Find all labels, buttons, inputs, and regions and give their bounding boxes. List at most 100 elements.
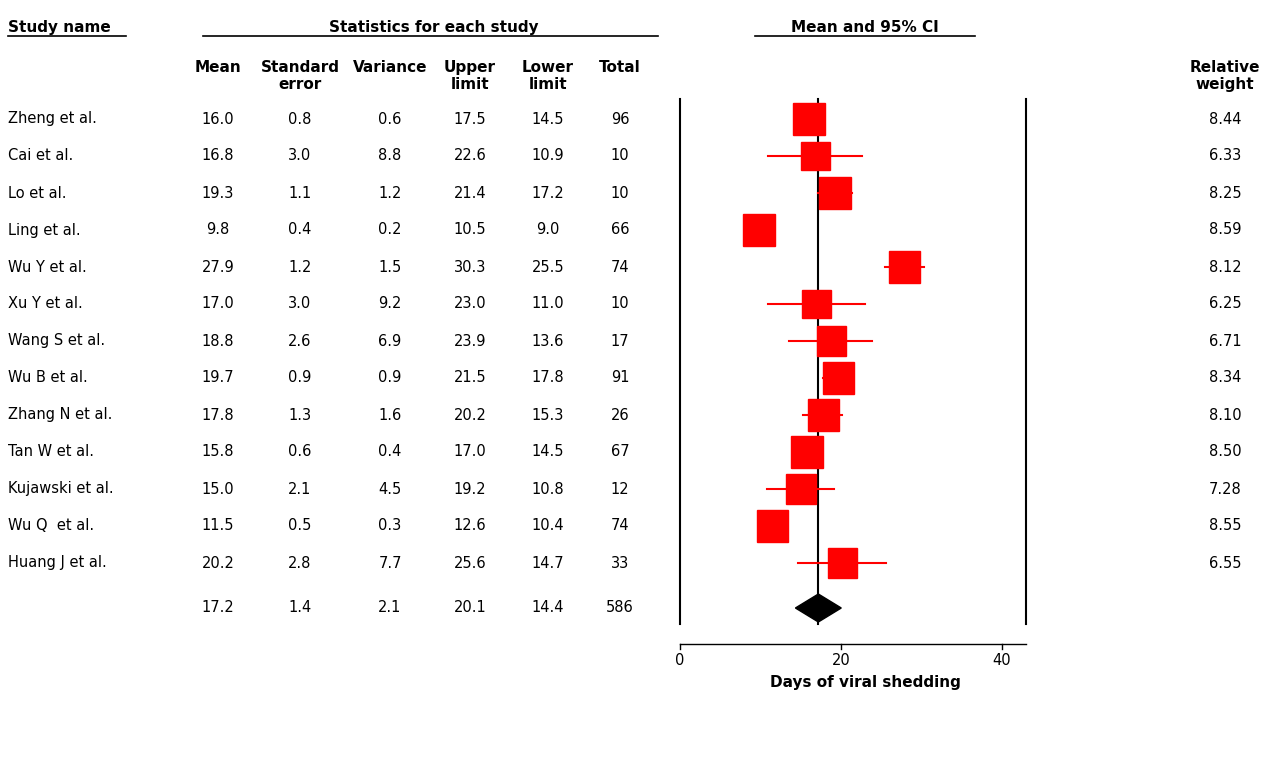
Bar — [786, 474, 815, 504]
Text: Kujawski et al.: Kujawski et al. — [8, 482, 114, 496]
Text: 1.1: 1.1 — [288, 185, 311, 201]
Text: Mean and 95% CI: Mean and 95% CI — [791, 20, 938, 35]
Text: 20.1: 20.1 — [453, 600, 486, 616]
Text: 0.4: 0.4 — [379, 445, 402, 460]
Text: 74: 74 — [611, 518, 630, 534]
Text: 17.8: 17.8 — [202, 407, 234, 423]
Text: 13.6: 13.6 — [531, 334, 564, 349]
Text: 22.6: 22.6 — [453, 148, 486, 163]
Text: 1.6: 1.6 — [379, 407, 402, 423]
Text: 21.5: 21.5 — [453, 371, 486, 385]
Text: 12: 12 — [611, 482, 630, 496]
Text: 8.55: 8.55 — [1208, 518, 1242, 534]
Text: 17.0: 17.0 — [453, 445, 486, 460]
Text: 7.7: 7.7 — [379, 556, 402, 571]
Bar — [808, 399, 838, 431]
Text: 8.8: 8.8 — [379, 148, 402, 163]
Text: 0.5: 0.5 — [288, 518, 312, 534]
Text: 10.8: 10.8 — [531, 482, 564, 496]
Bar — [888, 252, 920, 283]
Polygon shape — [795, 594, 841, 622]
Text: 96: 96 — [611, 112, 630, 126]
Text: 2.1: 2.1 — [379, 600, 402, 616]
Text: 14.5: 14.5 — [531, 445, 564, 460]
Text: 8.50: 8.50 — [1208, 445, 1242, 460]
Text: Days of viral shedding: Days of viral shedding — [769, 675, 960, 690]
Text: 0.8: 0.8 — [288, 112, 312, 126]
Text: 91: 91 — [611, 371, 630, 385]
Text: 10.9: 10.9 — [531, 148, 564, 163]
Text: Wu Y et al.: Wu Y et al. — [8, 259, 87, 274]
Text: Upper
limit: Upper limit — [444, 60, 497, 93]
Text: 8.10: 8.10 — [1208, 407, 1242, 423]
Text: 15.0: 15.0 — [202, 482, 234, 496]
Text: 14.5: 14.5 — [531, 112, 564, 126]
Text: 19.2: 19.2 — [453, 482, 486, 496]
Text: 33: 33 — [611, 556, 630, 571]
Text: 17.8: 17.8 — [531, 371, 564, 385]
Text: 27.9: 27.9 — [202, 259, 234, 274]
Text: 19.3: 19.3 — [202, 185, 234, 201]
Text: 0.4: 0.4 — [288, 223, 312, 237]
Text: 1.5: 1.5 — [379, 259, 402, 274]
Text: 16.0: 16.0 — [202, 112, 234, 126]
Text: 6.33: 6.33 — [1208, 148, 1242, 163]
Text: 6.25: 6.25 — [1208, 296, 1242, 312]
Text: 9.2: 9.2 — [379, 296, 402, 312]
Text: 586: 586 — [607, 600, 634, 616]
Text: Ling et al.: Ling et al. — [8, 223, 81, 237]
Text: 40: 40 — [992, 653, 1011, 668]
Text: 1.4: 1.4 — [288, 600, 311, 616]
Text: 18.8: 18.8 — [202, 334, 234, 349]
Text: 8.25: 8.25 — [1208, 185, 1242, 201]
Text: 0.6: 0.6 — [379, 112, 402, 126]
Text: 10: 10 — [611, 185, 630, 201]
Text: 1.3: 1.3 — [288, 407, 311, 423]
Text: 10: 10 — [611, 296, 630, 312]
Text: 0.3: 0.3 — [379, 518, 402, 534]
Text: 20: 20 — [832, 653, 850, 668]
Text: 4.5: 4.5 — [379, 482, 402, 496]
Text: Study name: Study name — [8, 20, 111, 35]
Text: 10: 10 — [611, 148, 630, 163]
Bar — [756, 510, 788, 542]
Text: 66: 66 — [611, 223, 630, 237]
Text: Cai et al.: Cai et al. — [8, 148, 73, 163]
Text: 0: 0 — [676, 653, 685, 668]
Text: 10.5: 10.5 — [453, 223, 486, 237]
Text: 0.2: 0.2 — [379, 223, 402, 237]
Bar — [801, 141, 829, 170]
Bar — [742, 214, 774, 246]
Text: Wang S et al.: Wang S et al. — [8, 334, 105, 349]
Text: Tan W et al.: Tan W et al. — [8, 445, 93, 460]
Text: 0.9: 0.9 — [288, 371, 312, 385]
Text: 1.2: 1.2 — [379, 185, 402, 201]
Text: 21.4: 21.4 — [453, 185, 486, 201]
Text: 20.2: 20.2 — [201, 556, 234, 571]
Bar — [823, 363, 854, 394]
Text: 16.8: 16.8 — [202, 148, 234, 163]
Bar — [819, 177, 851, 209]
Text: 14.4: 14.4 — [531, 600, 564, 616]
Text: 0.6: 0.6 — [288, 445, 312, 460]
Text: Mean: Mean — [195, 60, 242, 75]
Text: 17.5: 17.5 — [453, 112, 486, 126]
Text: 8.59: 8.59 — [1208, 223, 1242, 237]
Text: Wu B et al.: Wu B et al. — [8, 371, 88, 385]
Text: 30.3: 30.3 — [454, 259, 486, 274]
Text: 15.3: 15.3 — [531, 407, 564, 423]
Text: 26: 26 — [611, 407, 630, 423]
Text: 11.5: 11.5 — [202, 518, 234, 534]
Text: 25.6: 25.6 — [453, 556, 486, 571]
Bar — [791, 436, 823, 468]
Text: 20.2: 20.2 — [453, 407, 486, 423]
Text: 6.71: 6.71 — [1208, 334, 1242, 349]
Bar — [803, 290, 831, 318]
Text: 23.9: 23.9 — [453, 334, 486, 349]
Text: Standard
error: Standard error — [261, 60, 339, 93]
Text: Zheng et al.: Zheng et al. — [8, 112, 97, 126]
Text: 9.8: 9.8 — [206, 223, 229, 237]
Text: 2.1: 2.1 — [288, 482, 312, 496]
Text: 12.6: 12.6 — [453, 518, 486, 534]
Text: 17.2: 17.2 — [531, 185, 564, 201]
